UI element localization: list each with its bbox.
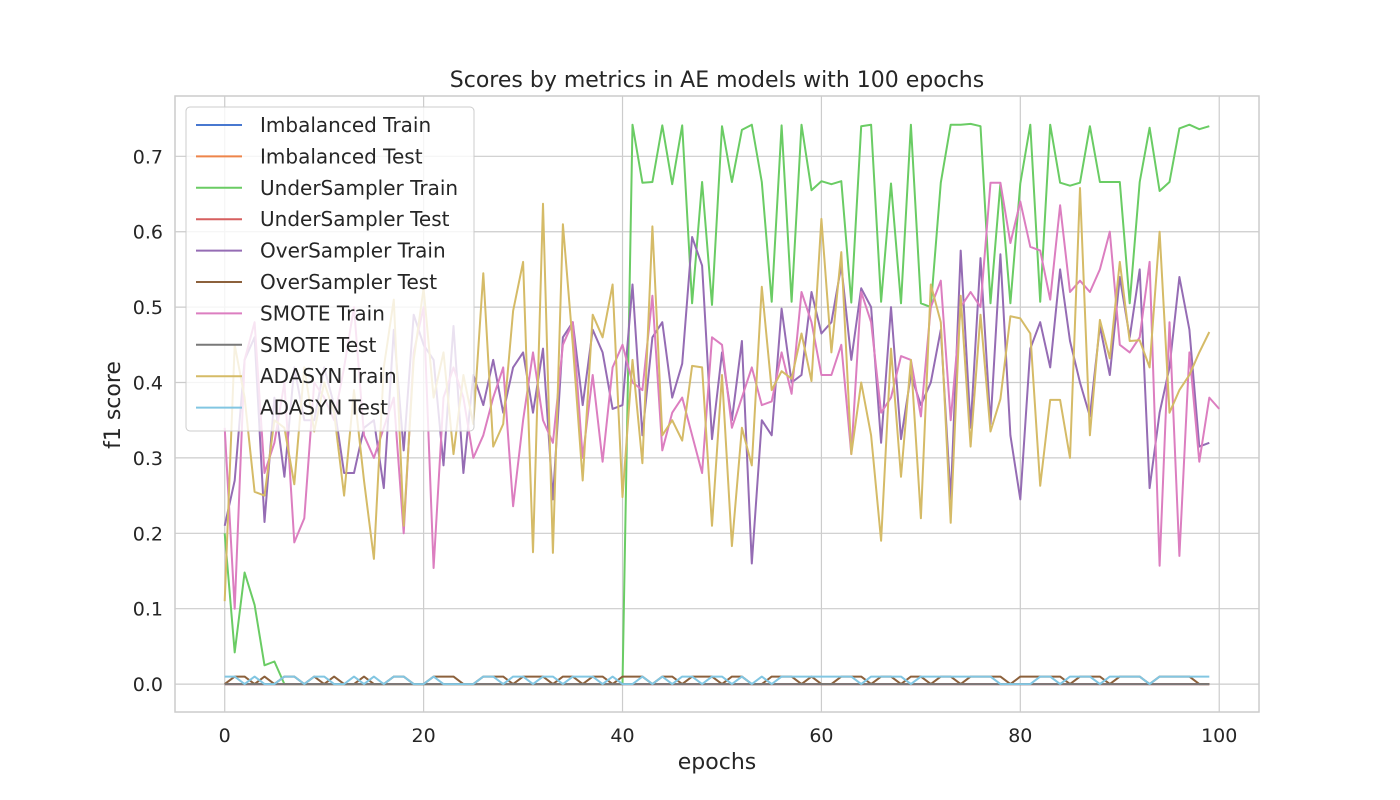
series-line-adasyn-test xyxy=(224,675,1210,686)
x-axis-label: epochs xyxy=(678,750,756,775)
legend-entry: Imbalanced Train xyxy=(196,113,431,137)
legend-label: UnderSampler Test xyxy=(260,207,450,231)
legend-entry: OverSampler Train xyxy=(196,239,446,263)
y-tick-label: 0.7 xyxy=(133,146,163,168)
y-tick-label: 0.3 xyxy=(133,448,163,470)
legend-label: Imbalanced Test xyxy=(260,144,423,168)
x-tick-label: 100 xyxy=(1201,725,1237,747)
chart-title: Scores by metrics in AE models with 100 … xyxy=(450,68,984,93)
y-tick-label: 0.6 xyxy=(133,222,163,244)
x-tick-label: 60 xyxy=(809,725,833,747)
x-axis-ticks: 0 20 40 60 80 100 xyxy=(219,725,1238,747)
legend-label: ADASYN Test xyxy=(260,396,388,420)
x-tick-label: 80 xyxy=(1008,725,1032,747)
y-tick-label: 0.0 xyxy=(133,674,163,696)
legend-box xyxy=(185,106,475,432)
legend-label: OverSampler Train xyxy=(260,239,446,263)
legend-entry: ADASYN Train xyxy=(196,364,397,388)
y-tick-label: 0.1 xyxy=(133,599,163,621)
y-axis-ticks: 0.0 0.1 0.2 0.3 0.4 0.5 0.6 0.7 xyxy=(133,146,163,696)
legend-label: OverSampler Test xyxy=(260,270,437,294)
legend-label: SMOTE Test xyxy=(260,333,376,357)
legend-label: UnderSampler Train xyxy=(260,176,458,200)
legend-entry: SMOTE Train xyxy=(196,301,385,325)
x-tick-label: 20 xyxy=(412,725,436,747)
legend-entry: OverSampler Test xyxy=(196,270,437,294)
legend-entry: SMOTE Test xyxy=(196,333,376,357)
legend-label: ADASYN Train xyxy=(260,364,397,388)
legend: Imbalanced Train Imbalanced Test UnderSamp… xyxy=(185,106,475,432)
y-tick-label: 0.2 xyxy=(133,523,163,545)
plot-area-frame xyxy=(174,95,1260,713)
y-tick-label: 0.4 xyxy=(133,373,163,395)
y-axis-label: f1 score xyxy=(101,361,126,449)
legend-entry: ADASYN Test xyxy=(196,396,388,420)
legend-entry: Imbalanced Test xyxy=(196,144,423,168)
x-tick-label: 40 xyxy=(610,725,634,747)
legend-label: SMOTE Train xyxy=(260,301,385,325)
x-tick-label: 0 xyxy=(219,725,231,747)
legend-label: Imbalanced Train xyxy=(260,113,431,137)
legend-entry: UnderSampler Train xyxy=(196,176,458,200)
y-tick-label: 0.5 xyxy=(133,297,163,319)
legend-entry: UnderSampler Test xyxy=(196,207,450,231)
